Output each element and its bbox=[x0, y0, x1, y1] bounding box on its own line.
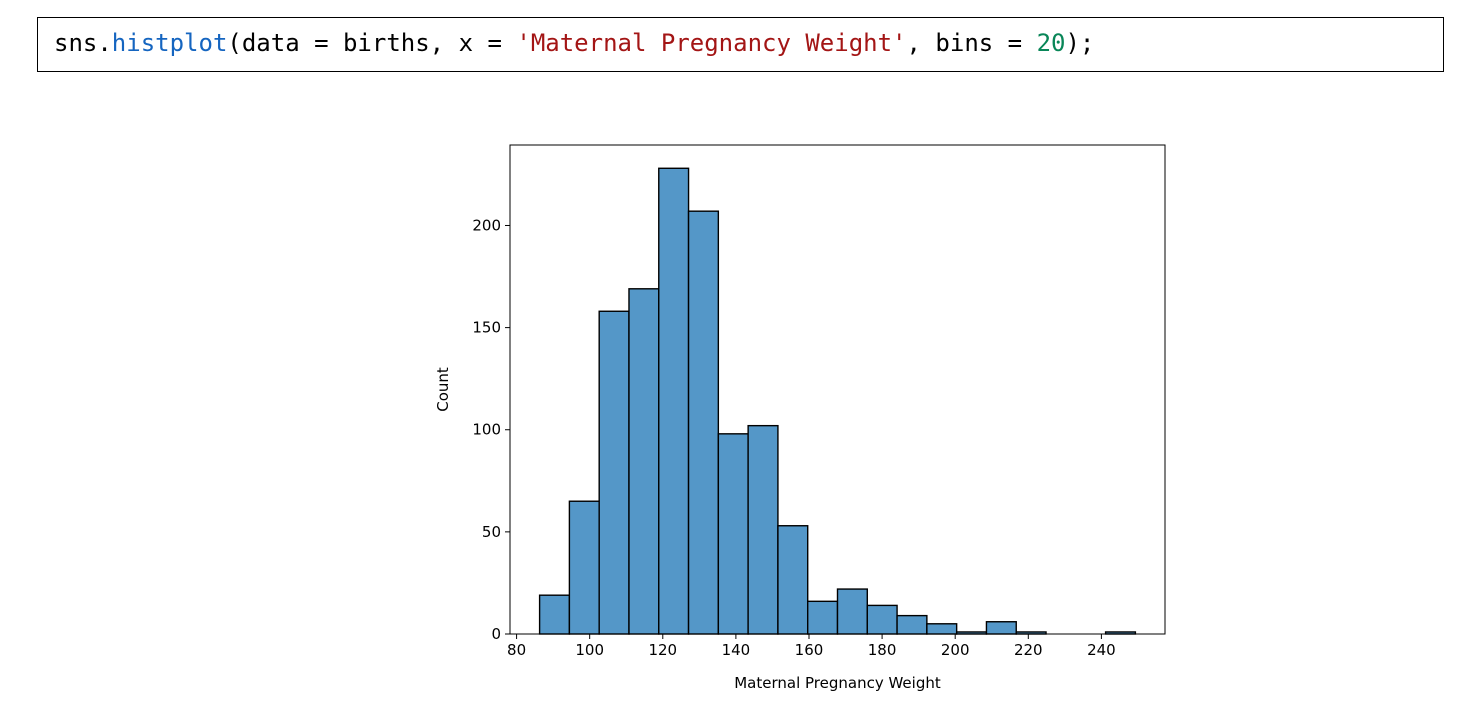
y-tick-label: 150 bbox=[472, 319, 501, 337]
x-tick-label: 140 bbox=[722, 641, 751, 659]
histogram-bar bbox=[985, 621, 1017, 635]
code-prefix: sns. bbox=[54, 29, 112, 57]
histogram-bar bbox=[866, 604, 898, 635]
code-line: sns.histplot(data = births, x = 'Materna… bbox=[54, 29, 1094, 57]
histogram-bar bbox=[747, 424, 779, 635]
histogram-bar bbox=[658, 167, 690, 635]
x-tick-label: 180 bbox=[868, 641, 897, 659]
x-tick-label: 100 bbox=[575, 641, 604, 659]
x-tick-label: 160 bbox=[795, 641, 824, 659]
histogram-bar bbox=[538, 594, 571, 635]
x-axis-label: Maternal Pregnancy Weight bbox=[734, 674, 941, 692]
histogram-bar bbox=[717, 433, 749, 635]
histogram-bar bbox=[687, 210, 720, 635]
code-cell[interactable]: sns.histplot(data = births, x = 'Materna… bbox=[37, 17, 1444, 72]
axes-frame bbox=[509, 144, 1166, 635]
histogram-bar bbox=[896, 614, 928, 635]
x-tick-label: 200 bbox=[941, 641, 970, 659]
y-tick-label: 50 bbox=[482, 523, 501, 541]
y-axis-label: Count bbox=[434, 367, 452, 412]
histogram-bar bbox=[598, 310, 630, 635]
code-function-token: histplot bbox=[111, 29, 228, 57]
y-tick-label: 0 bbox=[491, 625, 501, 643]
y-tick-label: 100 bbox=[472, 421, 501, 439]
x-tick-label: 220 bbox=[1014, 641, 1043, 659]
histogram-bar bbox=[777, 525, 809, 635]
y-tick-label: 200 bbox=[472, 216, 501, 234]
code-string-token: 'Maternal Pregnancy Weight' bbox=[516, 29, 907, 57]
histogram-bar bbox=[628, 288, 660, 635]
histogram-bar bbox=[836, 588, 868, 635]
x-tick-label: 240 bbox=[1087, 641, 1116, 659]
x-ticks-group: 80 100 120 140 160 180 200 220 240 bbox=[507, 634, 1116, 659]
code-suffix: ); bbox=[1065, 29, 1095, 57]
x-tick-label: 80 bbox=[507, 641, 526, 659]
bars-group bbox=[538, 167, 1137, 635]
code-args-middle: , bins = bbox=[906, 29, 1037, 57]
x-tick-label: 120 bbox=[648, 641, 677, 659]
histogram-bar bbox=[807, 600, 839, 635]
y-ticks-group: 0 50 100 150 200 bbox=[472, 216, 510, 643]
code-number-token: 20 bbox=[1036, 29, 1066, 57]
code-args-before-string: (data = births, x = bbox=[227, 29, 517, 57]
histogram-bar bbox=[926, 623, 958, 635]
histogram-bar bbox=[568, 500, 600, 635]
